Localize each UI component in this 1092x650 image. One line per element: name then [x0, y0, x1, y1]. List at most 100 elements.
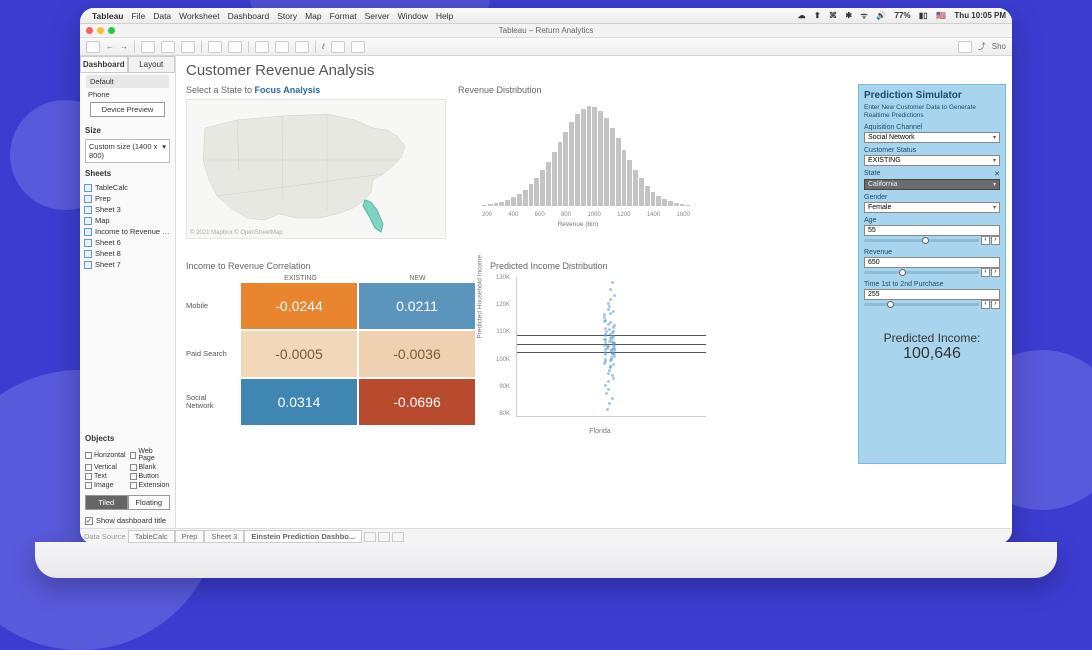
toolbar-button[interactable]: [141, 41, 155, 53]
volume-icon: 🔊: [876, 11, 886, 20]
toolbar-button[interactable]: [161, 41, 175, 53]
data-source-tab[interactable]: Data Source: [84, 532, 126, 541]
histogram-bar: [674, 203, 679, 206]
menu-window[interactable]: Window: [398, 11, 428, 21]
corr-cell[interactable]: -0.0696: [359, 379, 475, 425]
menu-app[interactable]: Tableau: [92, 11, 124, 21]
object-button[interactable]: Button: [130, 473, 170, 480]
worksheet-tab[interactable]: Einstein Prediction Dashbo...: [244, 530, 362, 543]
sheet-item[interactable]: Prep: [84, 193, 171, 204]
object-blank[interactable]: Blank: [130, 464, 170, 471]
sheet-item[interactable]: Sheet 7: [84, 259, 171, 270]
toolbar-button[interactable]: [181, 41, 195, 53]
device-preview-button[interactable]: Device Preview: [90, 102, 165, 117]
scatter-point: [607, 388, 610, 391]
menu-worksheet[interactable]: Worksheet: [179, 11, 219, 21]
dec-icon[interactable]: ‹: [981, 268, 990, 277]
object-extension[interactable]: Extension: [130, 482, 170, 489]
gender-select[interactable]: Female▾: [864, 202, 1000, 213]
sidebar-tab-dashboard[interactable]: Dashboard: [80, 56, 128, 73]
new-dashboard-icon[interactable]: [378, 532, 390, 542]
channel-select[interactable]: Social Network▾: [864, 132, 1000, 143]
object-text[interactable]: Text: [85, 473, 126, 480]
scatter-chart[interactable]: Predicted Household Income 130K120K110K1…: [490, 275, 710, 435]
device-phone[interactable]: Phone: [80, 90, 175, 99]
sheet-item[interactable]: Income to Revenue …: [84, 226, 171, 237]
worksheet-tab[interactable]: TableCalc: [128, 530, 175, 543]
menu-story[interactable]: Story: [277, 11, 297, 21]
toolbar-button[interactable]: [295, 41, 309, 53]
menu-data[interactable]: Data: [153, 11, 171, 21]
device-default[interactable]: Default: [86, 75, 169, 88]
new-story-icon[interactable]: [392, 532, 404, 542]
state-select[interactable]: California▾: [864, 179, 1000, 190]
toolbar-button[interactable]: [255, 41, 269, 53]
toolbar-button[interactable]: [86, 41, 100, 53]
scatter-ytick: 100K: [488, 357, 510, 363]
menu-file[interactable]: File: [132, 11, 146, 21]
toolbar-button[interactable]: [228, 41, 242, 53]
sheet-item[interactable]: Map: [84, 215, 171, 226]
worksheet-tab[interactable]: Prep: [175, 530, 205, 543]
status-select[interactable]: EXISTING▾: [864, 155, 1000, 166]
age-input[interactable]: 55: [864, 225, 1000, 236]
size-select[interactable]: Custom size (1400 x 800) ▾: [85, 139, 170, 163]
menu-server[interactable]: Server: [365, 11, 390, 21]
object-web-page[interactable]: Web Page: [130, 448, 170, 462]
close-icon[interactable]: ✕: [994, 170, 1000, 178]
menu-help[interactable]: Help: [436, 11, 453, 21]
histogram-bar: [563, 132, 568, 206]
dec-icon[interactable]: ‹: [981, 300, 990, 309]
object-image[interactable]: Image: [85, 482, 126, 489]
toolbar-button[interactable]: [331, 41, 345, 53]
presentation-icon[interactable]: [958, 41, 972, 53]
menu-map[interactable]: Map: [305, 11, 322, 21]
corr-cell[interactable]: -0.0036: [359, 331, 475, 377]
dec-icon[interactable]: ‹: [981, 236, 990, 245]
revenue-slider[interactable]: ‹›: [864, 268, 1000, 277]
toolbar-button[interactable]: [275, 41, 289, 53]
new-sheet-icon[interactable]: [364, 532, 376, 542]
menu-dashboard[interactable]: Dashboard: [228, 11, 270, 21]
object-horizontal[interactable]: Horizontal: [85, 448, 126, 462]
checkbox-icon: ✓: [85, 517, 93, 525]
show-title-checkbox[interactable]: ✓ Show dashboard title: [80, 513, 175, 528]
time-slider[interactable]: ‹›: [864, 300, 1000, 309]
object-vertical[interactable]: Vertical: [85, 464, 126, 471]
sheet-item[interactable]: Sheet 8: [84, 248, 171, 259]
histogram-chart[interactable]: 2004006008001000120014001600 Revenue (bi…: [458, 99, 698, 224]
mac-menubar: Tableau File Data Worksheet Dashboard Story M…: [80, 8, 1012, 24]
scatter-ylabel: Predicted Household Income: [477, 255, 484, 338]
scatter-ytick: 80K: [488, 411, 510, 417]
corr-cell[interactable]: -0.0005: [241, 331, 357, 377]
toolbar-button[interactable]: [208, 41, 222, 53]
prediction-result: Predicted Income: 100,646: [864, 331, 1000, 363]
inc-icon[interactable]: ›: [991, 300, 1000, 309]
usa-map[interactable]: © 2021 Mapbox © OpenStreetMap: [186, 99, 446, 239]
worksheet-tab[interactable]: Sheet 3: [204, 530, 244, 543]
corr-cell[interactable]: 0.0211: [359, 283, 475, 329]
redo-icon[interactable]: →: [120, 42, 128, 51]
field-channel: Aquisition Channel Social Network▾: [864, 124, 1000, 143]
correlation-card: Income to Revenue Correlation EXISTING N…: [186, 261, 476, 447]
menu-format[interactable]: Format: [330, 11, 357, 21]
toolbar-button[interactable]: [351, 41, 365, 53]
share-icon[interactable]: ⤴: [978, 41, 986, 52]
sidebar-tab-layout[interactable]: Layout: [128, 56, 176, 73]
histogram-tick: 400: [508, 212, 518, 218]
object-icon: [130, 452, 137, 459]
revenue-input[interactable]: 650: [864, 257, 1000, 268]
age-slider[interactable]: ‹›: [864, 236, 1000, 245]
sheet-item[interactable]: TableCalc: [84, 182, 171, 193]
undo-icon[interactable]: ←: [106, 42, 114, 51]
inc-icon[interactable]: ›: [991, 268, 1000, 277]
format-icon[interactable]: ℓ: [322, 42, 325, 51]
floating-button[interactable]: Floating: [128, 495, 171, 510]
corr-cell[interactable]: -0.0244: [241, 283, 357, 329]
sheet-item[interactable]: Sheet 3: [84, 204, 171, 215]
corr-cell[interactable]: 0.0314: [241, 379, 357, 425]
inc-icon[interactable]: ›: [991, 236, 1000, 245]
time-input[interactable]: 255: [864, 289, 1000, 300]
tiled-button[interactable]: Tiled: [85, 495, 128, 510]
sheet-item[interactable]: Sheet 6: [84, 237, 171, 248]
